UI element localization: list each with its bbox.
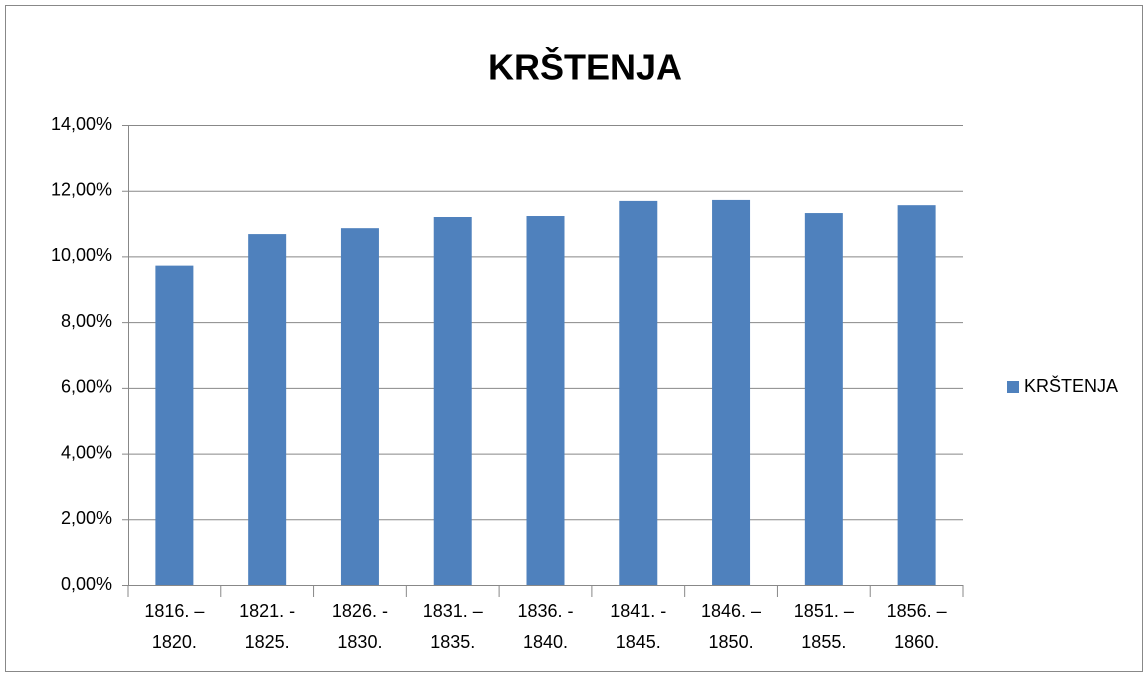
y-tick-label: 2,00% <box>61 508 112 528</box>
y-tick-label: 6,00% <box>61 377 112 397</box>
legend-swatch <box>1007 381 1019 393</box>
x-tick-label: 1846. –1850. <box>701 601 761 652</box>
bar <box>340 228 379 585</box>
y-tick-label: 12,00% <box>51 179 112 199</box>
bar <box>804 213 843 586</box>
chart-title: KRŠTENJA <box>488 46 682 88</box>
bar <box>619 200 658 585</box>
y-tick-label: 0,00% <box>61 574 112 594</box>
y-tick-label: 4,00% <box>61 442 112 462</box>
bar <box>248 234 287 586</box>
x-tick-label: 1821. -1825. <box>239 601 295 652</box>
y-tick-label: 10,00% <box>51 245 112 265</box>
x-tick-label: 1826. -1830. <box>332 601 388 652</box>
bar <box>897 205 936 585</box>
y-tick-label: 14,00% <box>51 114 112 134</box>
x-tick-label: 1836. -1840. <box>517 601 573 652</box>
x-tick-label: 1831. –1835. <box>423 601 483 652</box>
bar <box>433 217 472 585</box>
x-tick-label: 1851. –1855. <box>794 601 854 652</box>
x-tick-label: 1816. –1820. <box>144 601 204 652</box>
y-tick-label: 8,00% <box>61 311 112 331</box>
x-tick-label: 1841. -1845. <box>610 601 666 652</box>
bar <box>155 265 194 585</box>
legend-label: KRŠTENJA <box>1024 375 1118 396</box>
x-tick-label: 1856. –1860. <box>887 601 947 652</box>
bar <box>712 199 751 585</box>
chart-border <box>5 5 1143 672</box>
bar <box>526 216 565 585</box>
